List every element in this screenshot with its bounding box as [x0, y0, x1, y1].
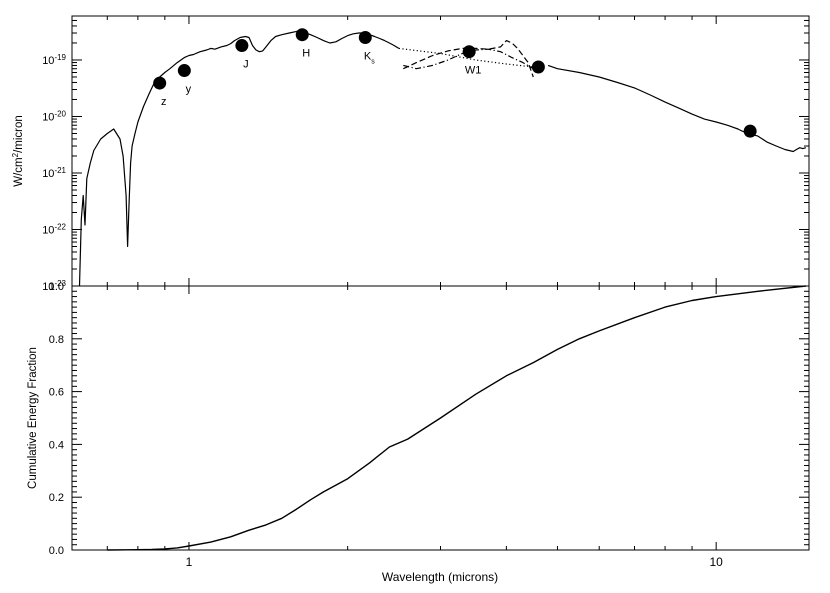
top-y-axis-label: W/cm2/micron — [11, 115, 26, 187]
photometry-point — [177, 64, 191, 78]
tick-exponent: -23 — [54, 279, 66, 288]
bottom-y-tick-label: 0.6 — [49, 387, 64, 399]
tick-exponent: -22 — [54, 222, 66, 231]
tick-exponent: -19 — [54, 52, 66, 61]
top-y-tick-label: 10-23 — [42, 279, 66, 294]
photometry-point — [295, 28, 309, 42]
photometry-label: W1 — [465, 65, 482, 77]
top-series-group — [78, 30, 807, 287]
band-name: z — [161, 96, 167, 108]
band-name: y — [186, 84, 192, 96]
sed-line-dashdot — [403, 48, 534, 70]
sed-line-dashed — [403, 40, 534, 78]
x-ticks: 1 10 — [71, 16, 723, 569]
top-y-axis-label-tail: /micron — [13, 115, 25, 153]
tick-base: 10 — [42, 224, 54, 236]
top-y-tick-label: 10-20 — [42, 109, 66, 124]
top-y-tick-label: 10-19 — [42, 52, 66, 67]
band-name: K — [364, 50, 372, 62]
top-panel-frame — [71, 15, 810, 287]
tick-exponent: -20 — [54, 109, 66, 118]
cumulative-line — [107, 285, 806, 551]
bottom-y-ticks: 0.0 0.2 0.4 0.6 0.8 1.0 — [49, 281, 809, 557]
photometry-point — [743, 124, 757, 138]
tick-base: 10 — [42, 281, 54, 293]
bottom-series-group — [107, 285, 806, 551]
photometry-label: H — [302, 48, 310, 60]
photometry-point — [531, 60, 545, 74]
x-tick-label: 10 — [709, 555, 723, 569]
bottom-y-tick-label: 0.2 — [49, 492, 64, 504]
top-y-tick-label: 10-21 — [42, 165, 66, 180]
photometry-point — [153, 76, 167, 90]
band-name: J — [243, 59, 249, 71]
photometry-label: z — [161, 96, 167, 108]
tick-base: 10 — [42, 168, 54, 180]
bottom-y-tick-label: 0.4 — [49, 439, 64, 451]
band-name: W1 — [465, 65, 482, 77]
top-y-axis-label-sup: 2 — [11, 152, 20, 157]
sed-line-solid — [78, 30, 807, 287]
photometry-point — [462, 45, 476, 59]
bottom-y-tick-label: 0.0 — [49, 545, 64, 557]
bottom-y-axis-label: Cumulative Energy Fraction — [27, 347, 39, 489]
tick-base: 10 — [42, 55, 54, 67]
photometry-label: Ks — [364, 50, 375, 65]
photometry-point — [358, 30, 372, 44]
band-subscript: s — [371, 58, 375, 65]
bottom-y-tick-label: 1.0 — [49, 281, 64, 293]
top-y-tick-label: 10-22 — [42, 222, 66, 237]
tick-base: 10 — [42, 111, 54, 123]
photometry-point — [235, 39, 249, 53]
bottom-y-tick-label: 0.8 — [49, 334, 64, 346]
x-tick-label: 1 — [186, 555, 193, 569]
x-axis-label: Wavelength (microns) — [382, 570, 498, 584]
photometry-points: z y J H Ks W1 — [153, 28, 757, 138]
photometry-label: J — [243, 59, 249, 71]
band-name: H — [302, 48, 310, 60]
top-y-axis-label-base: W/cm — [13, 157, 25, 186]
photometry-label: y — [186, 84, 192, 96]
tick-exponent: -21 — [54, 165, 66, 174]
